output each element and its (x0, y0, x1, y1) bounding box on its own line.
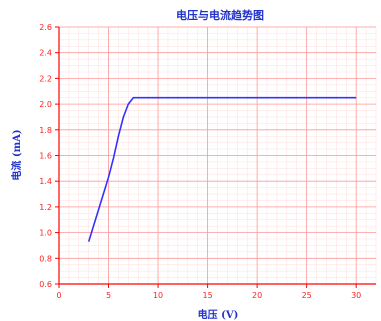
series-layer (87, 96, 357, 242)
y-tick-label: 1.4 (39, 177, 52, 186)
x-tick-label: 5 (106, 291, 111, 300)
chart-title: 电压与电流趋势图 (176, 8, 264, 22)
series-line (87, 96, 357, 242)
x-axis-label: 电压 (V) (198, 308, 239, 321)
y-tick-label: 2.6 (39, 23, 52, 32)
y-tick-label: 2.0 (39, 100, 52, 109)
y-tick-label: 0.8 (39, 254, 52, 263)
y-tick-label: 2.2 (39, 74, 52, 83)
y-tick-label: 1.0 (39, 229, 52, 238)
x-tick-label: 15 (203, 291, 213, 300)
y-tick-label: 0.6 (39, 280, 52, 289)
x-tick-label: 20 (252, 291, 262, 300)
x-tick-label: 30 (351, 291, 361, 300)
x-tick-label: 10 (153, 291, 163, 300)
y-axis-label: 电流 (mA) (10, 129, 23, 180)
y-tick-label: 2.4 (39, 49, 52, 58)
y-tick-label: 1.6 (39, 152, 52, 161)
y-tick-label: 1.2 (39, 203, 52, 212)
tick-labels: 0 5 10 15 20 25 30 0.6 0.8 1.0 1.2 1.4 1.6 1.8 2.0 2.2 2… (39, 23, 361, 300)
x-tick-label: 0 (56, 291, 61, 300)
axes (55, 26, 376, 288)
x-tick-label: 25 (302, 291, 312, 300)
y-tick-label: 1.8 (39, 126, 52, 135)
